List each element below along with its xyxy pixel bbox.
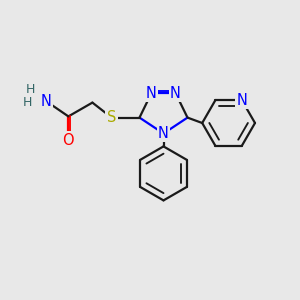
Text: N: N: [146, 85, 157, 100]
Text: N: N: [236, 93, 247, 108]
Text: N: N: [170, 85, 181, 100]
Text: N: N: [158, 126, 169, 141]
Text: H: H: [23, 96, 33, 110]
Text: O: O: [63, 133, 74, 148]
Text: N: N: [41, 94, 52, 109]
Text: H: H: [26, 83, 36, 96]
Text: S: S: [107, 110, 116, 125]
